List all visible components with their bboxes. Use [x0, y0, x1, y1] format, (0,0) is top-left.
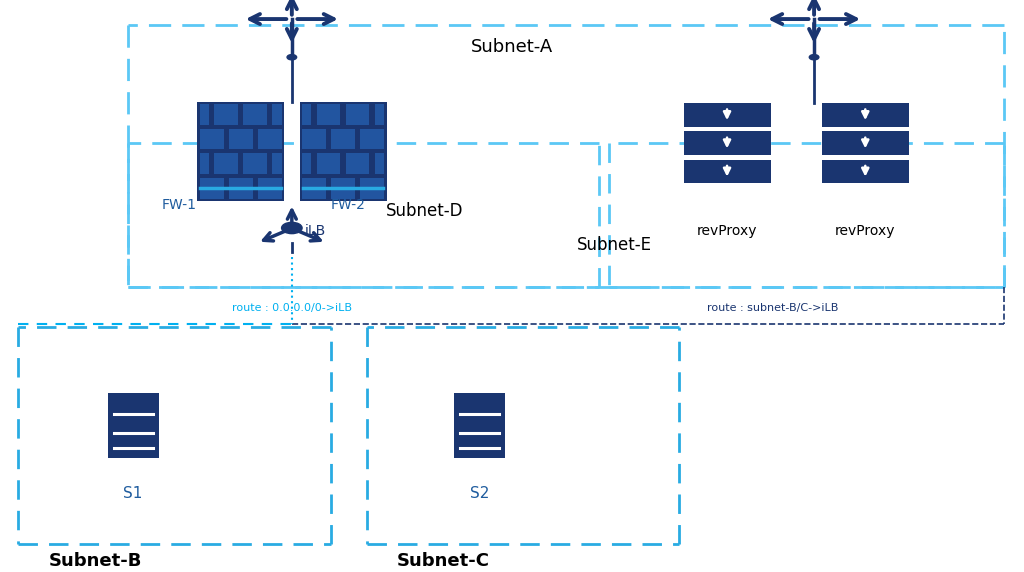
- Bar: [316, 153, 340, 174]
- Bar: [684, 160, 770, 184]
- Bar: [454, 393, 505, 458]
- Bar: [258, 178, 282, 199]
- Bar: [228, 178, 253, 199]
- Bar: [300, 102, 387, 201]
- Bar: [200, 178, 223, 199]
- Text: route : subnet-B/C->iLB: route : subnet-B/C->iLB: [707, 303, 838, 313]
- Bar: [360, 129, 384, 149]
- Bar: [258, 129, 282, 149]
- Circle shape: [809, 54, 819, 60]
- Bar: [375, 153, 384, 174]
- Bar: [316, 104, 340, 125]
- Bar: [214, 153, 238, 174]
- Text: Subnet-C: Subnet-C: [397, 552, 489, 570]
- Text: S2: S2: [470, 486, 488, 501]
- Bar: [200, 104, 209, 125]
- Bar: [346, 104, 370, 125]
- Text: FW-1: FW-1: [162, 198, 197, 212]
- Bar: [200, 129, 223, 149]
- Bar: [360, 178, 384, 199]
- Text: iLB: iLB: [305, 224, 327, 238]
- Bar: [684, 132, 770, 155]
- Bar: [197, 102, 284, 201]
- Bar: [214, 104, 238, 125]
- Bar: [302, 104, 311, 125]
- Bar: [244, 104, 267, 125]
- Text: revProxy: revProxy: [835, 224, 896, 238]
- Text: Subnet-E: Subnet-E: [577, 236, 652, 254]
- Bar: [821, 160, 909, 184]
- Bar: [821, 132, 909, 155]
- Bar: [375, 104, 384, 125]
- Bar: [244, 153, 267, 174]
- Bar: [346, 153, 370, 174]
- Bar: [108, 393, 159, 458]
- Bar: [331, 178, 355, 199]
- Bar: [302, 129, 326, 149]
- Text: revProxy: revProxy: [696, 224, 758, 238]
- Bar: [302, 178, 326, 199]
- Bar: [302, 153, 311, 174]
- Bar: [272, 153, 282, 174]
- Bar: [272, 104, 282, 125]
- Text: S1: S1: [124, 486, 142, 501]
- Text: Subnet-B: Subnet-B: [48, 552, 142, 570]
- Text: route : 0.0.0.0/0->iLB: route : 0.0.0.0/0->iLB: [231, 303, 352, 313]
- Text: FW-2: FW-2: [331, 198, 366, 212]
- Bar: [331, 129, 355, 149]
- Circle shape: [287, 54, 297, 60]
- Bar: [200, 153, 209, 174]
- Bar: [228, 129, 253, 149]
- Bar: [821, 103, 909, 127]
- Circle shape: [282, 223, 302, 233]
- Text: Subnet-D: Subnet-D: [386, 202, 464, 220]
- Bar: [684, 103, 770, 127]
- Text: Subnet-A: Subnet-A: [471, 38, 553, 56]
